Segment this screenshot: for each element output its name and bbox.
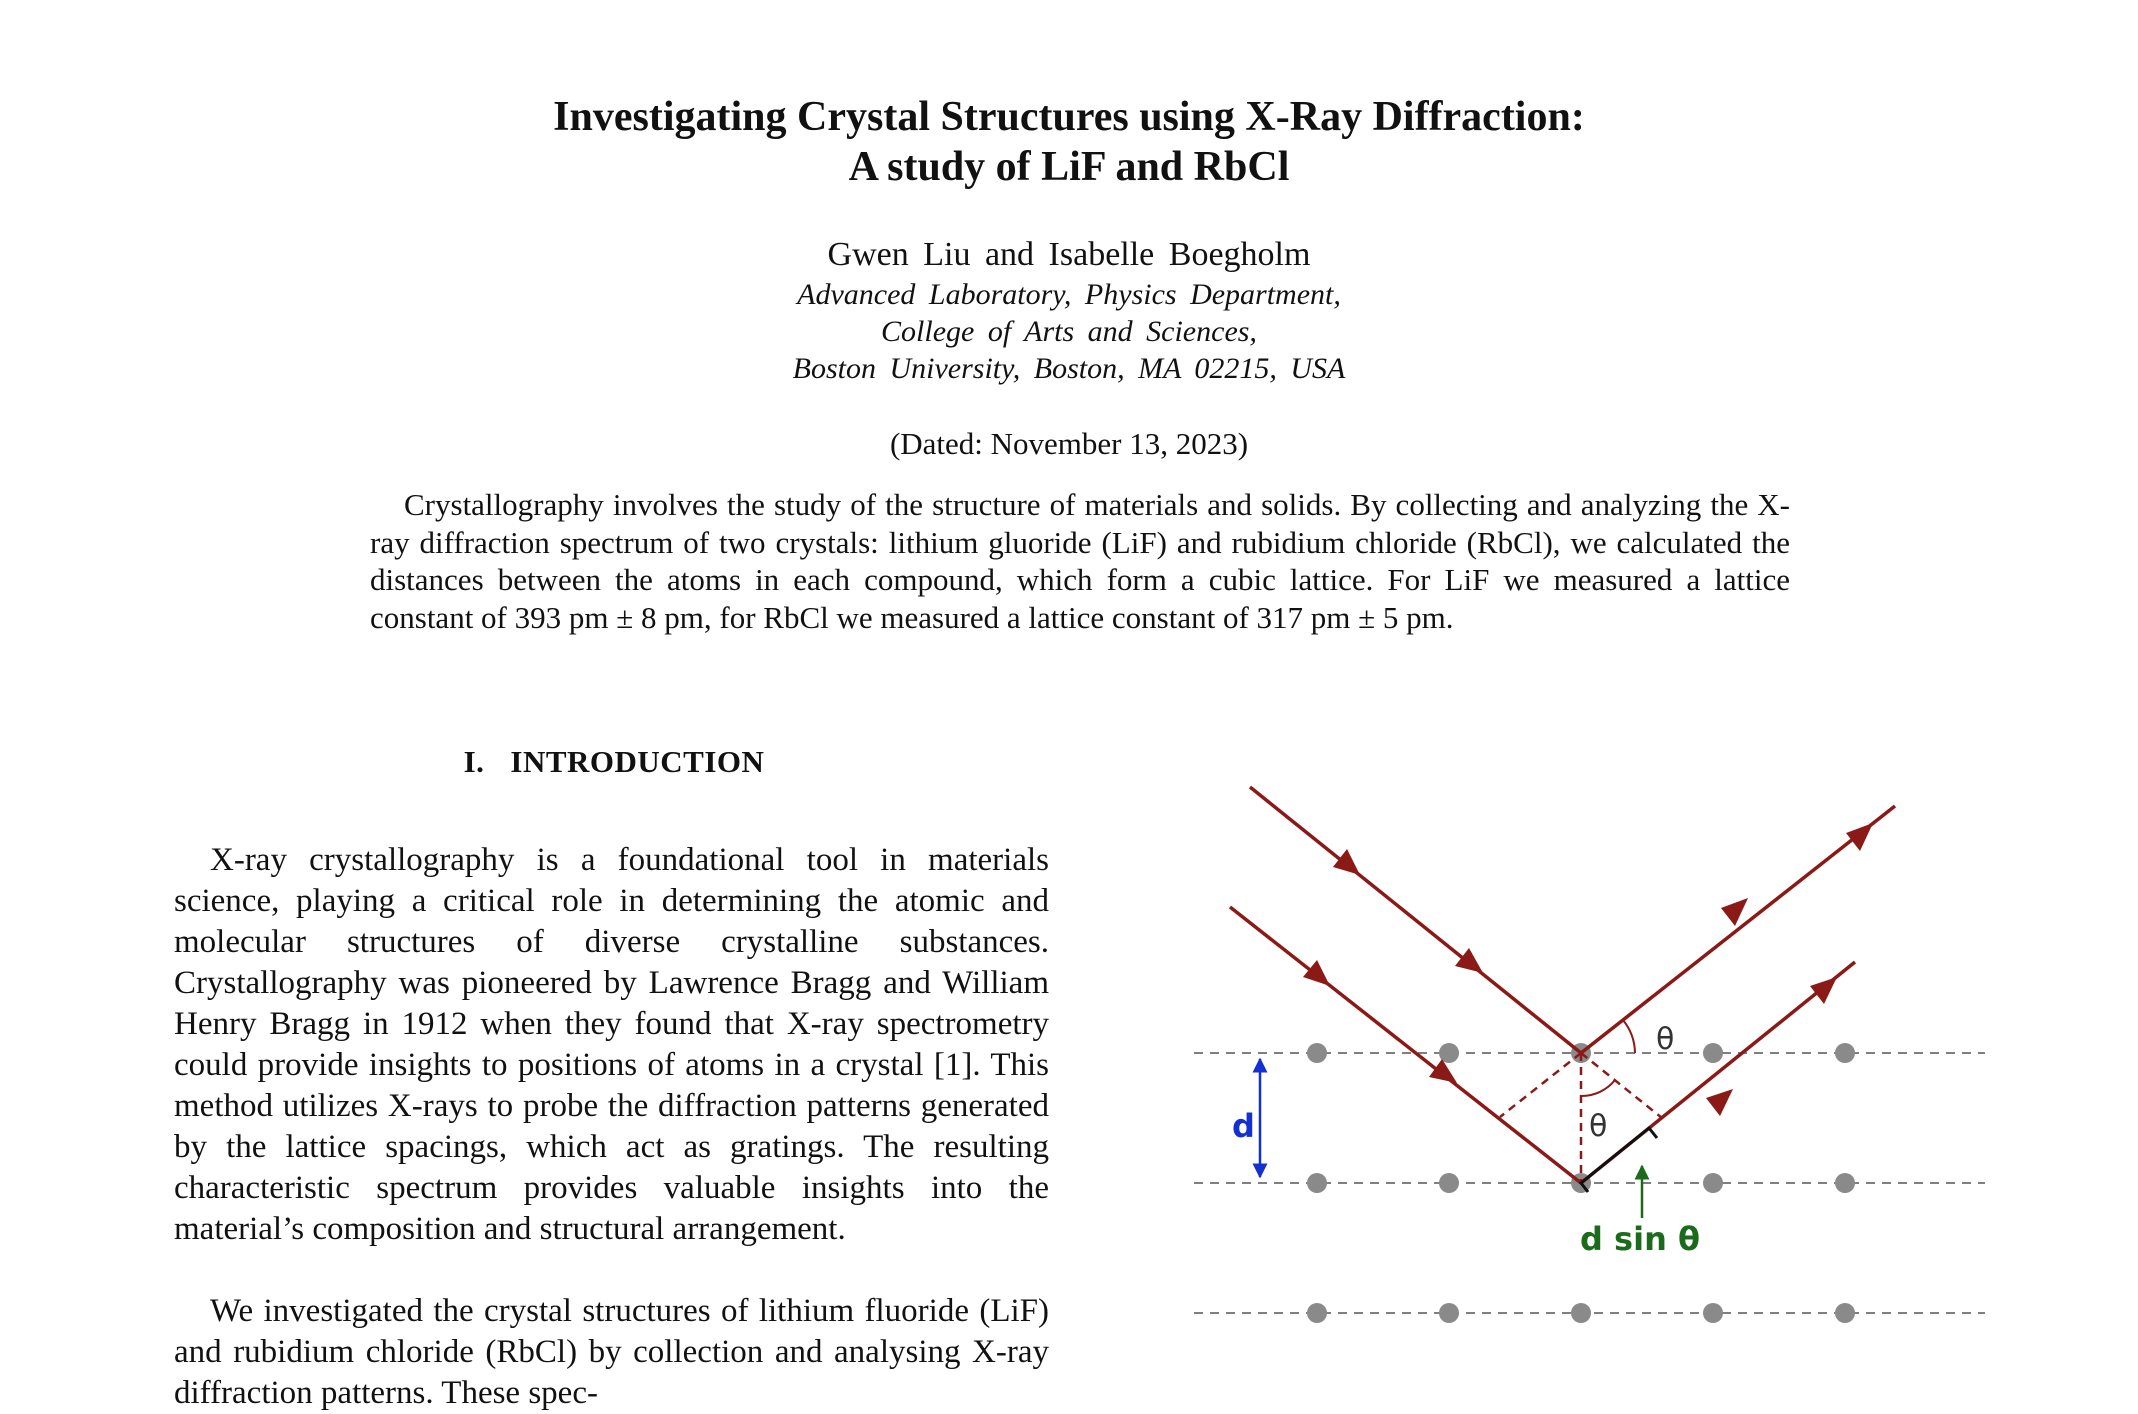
atom (1439, 1043, 1459, 1063)
atom (1703, 1043, 1723, 1063)
dsin-theta-label: d sin θ (1580, 1220, 1700, 1258)
theta-label-reflection: θ (1656, 1022, 1674, 1057)
affiliation-line-1: Advanced Laboratory, Physics Department, (797, 278, 1341, 311)
section-title: INTRODUCTION (510, 744, 765, 779)
theta-label-interior: θ (1589, 1109, 1607, 1144)
section-number: I. (463, 744, 485, 779)
arrowhead (1721, 898, 1748, 926)
arrowhead (1429, 1059, 1457, 1083)
construction-lines (1499, 1052, 1663, 1183)
affiliation-line-2: College of Arts and Sciences, (881, 315, 1257, 348)
atom (1835, 1173, 1855, 1193)
ray-lower (1228, 905, 1857, 1186)
title-line-1: Investigating Crystal Structures using X… (553, 94, 1585, 140)
x-ray-beams (1228, 785, 1897, 1186)
title-line-2: A study of LiF and RbCl (848, 144, 1290, 190)
paper-title: Investigating Crystal Structures using X… (0, 92, 2138, 192)
ray-arrowheads (1303, 823, 1873, 1116)
arrowhead (1303, 960, 1330, 986)
intro-paragraph-2: We investigated the crystal structures o… (174, 1293, 1049, 1411)
atom (1835, 1043, 1855, 1063)
angle-arc-interior (1580, 1079, 1616, 1098)
d-label: d (1232, 1107, 1255, 1145)
affiliation: Advanced Laboratory, Physics Department,… (0, 276, 2138, 387)
arrowhead (1455, 948, 1483, 973)
atom (1571, 1303, 1591, 1323)
atom (1703, 1173, 1723, 1193)
perpendicular-incident (1499, 1052, 1582, 1118)
atom (1835, 1303, 1855, 1323)
abstract: Crystallography involves the study of th… (370, 487, 1790, 635)
angle-arc-reflection (1622, 1019, 1636, 1054)
intro-paragraph-1: X-ray crystallography is a foundational … (174, 842, 1049, 1247)
arrowhead (1333, 849, 1360, 875)
arrowhead (1846, 823, 1873, 851)
atom (1307, 1303, 1327, 1323)
arrowhead (1810, 977, 1837, 1004)
angle-arcs (1580, 1019, 1636, 1098)
ray-upper (1248, 785, 1897, 1056)
authors: Gwen Liu and Isabelle Boegholm (827, 236, 1311, 273)
arrowhead (1706, 1089, 1733, 1116)
atom (1307, 1173, 1327, 1193)
date-line: (Dated: November 13, 2023) (889, 426, 1249, 461)
atom (1439, 1303, 1459, 1323)
affiliation-line-3: Boston University, Boston, MA 02215, USA (792, 352, 1346, 385)
atom (1439, 1173, 1459, 1193)
bragg-diffraction-figure: d θ θ d sin θ (1194, 785, 1985, 1323)
atom (1703, 1303, 1723, 1323)
path-difference-bracket (1578, 1125, 1659, 1193)
section-heading-introduction: I. INTRODUCTION (174, 744, 1054, 780)
atom (1307, 1043, 1327, 1063)
perpendicular-reflected (1580, 1052, 1663, 1119)
